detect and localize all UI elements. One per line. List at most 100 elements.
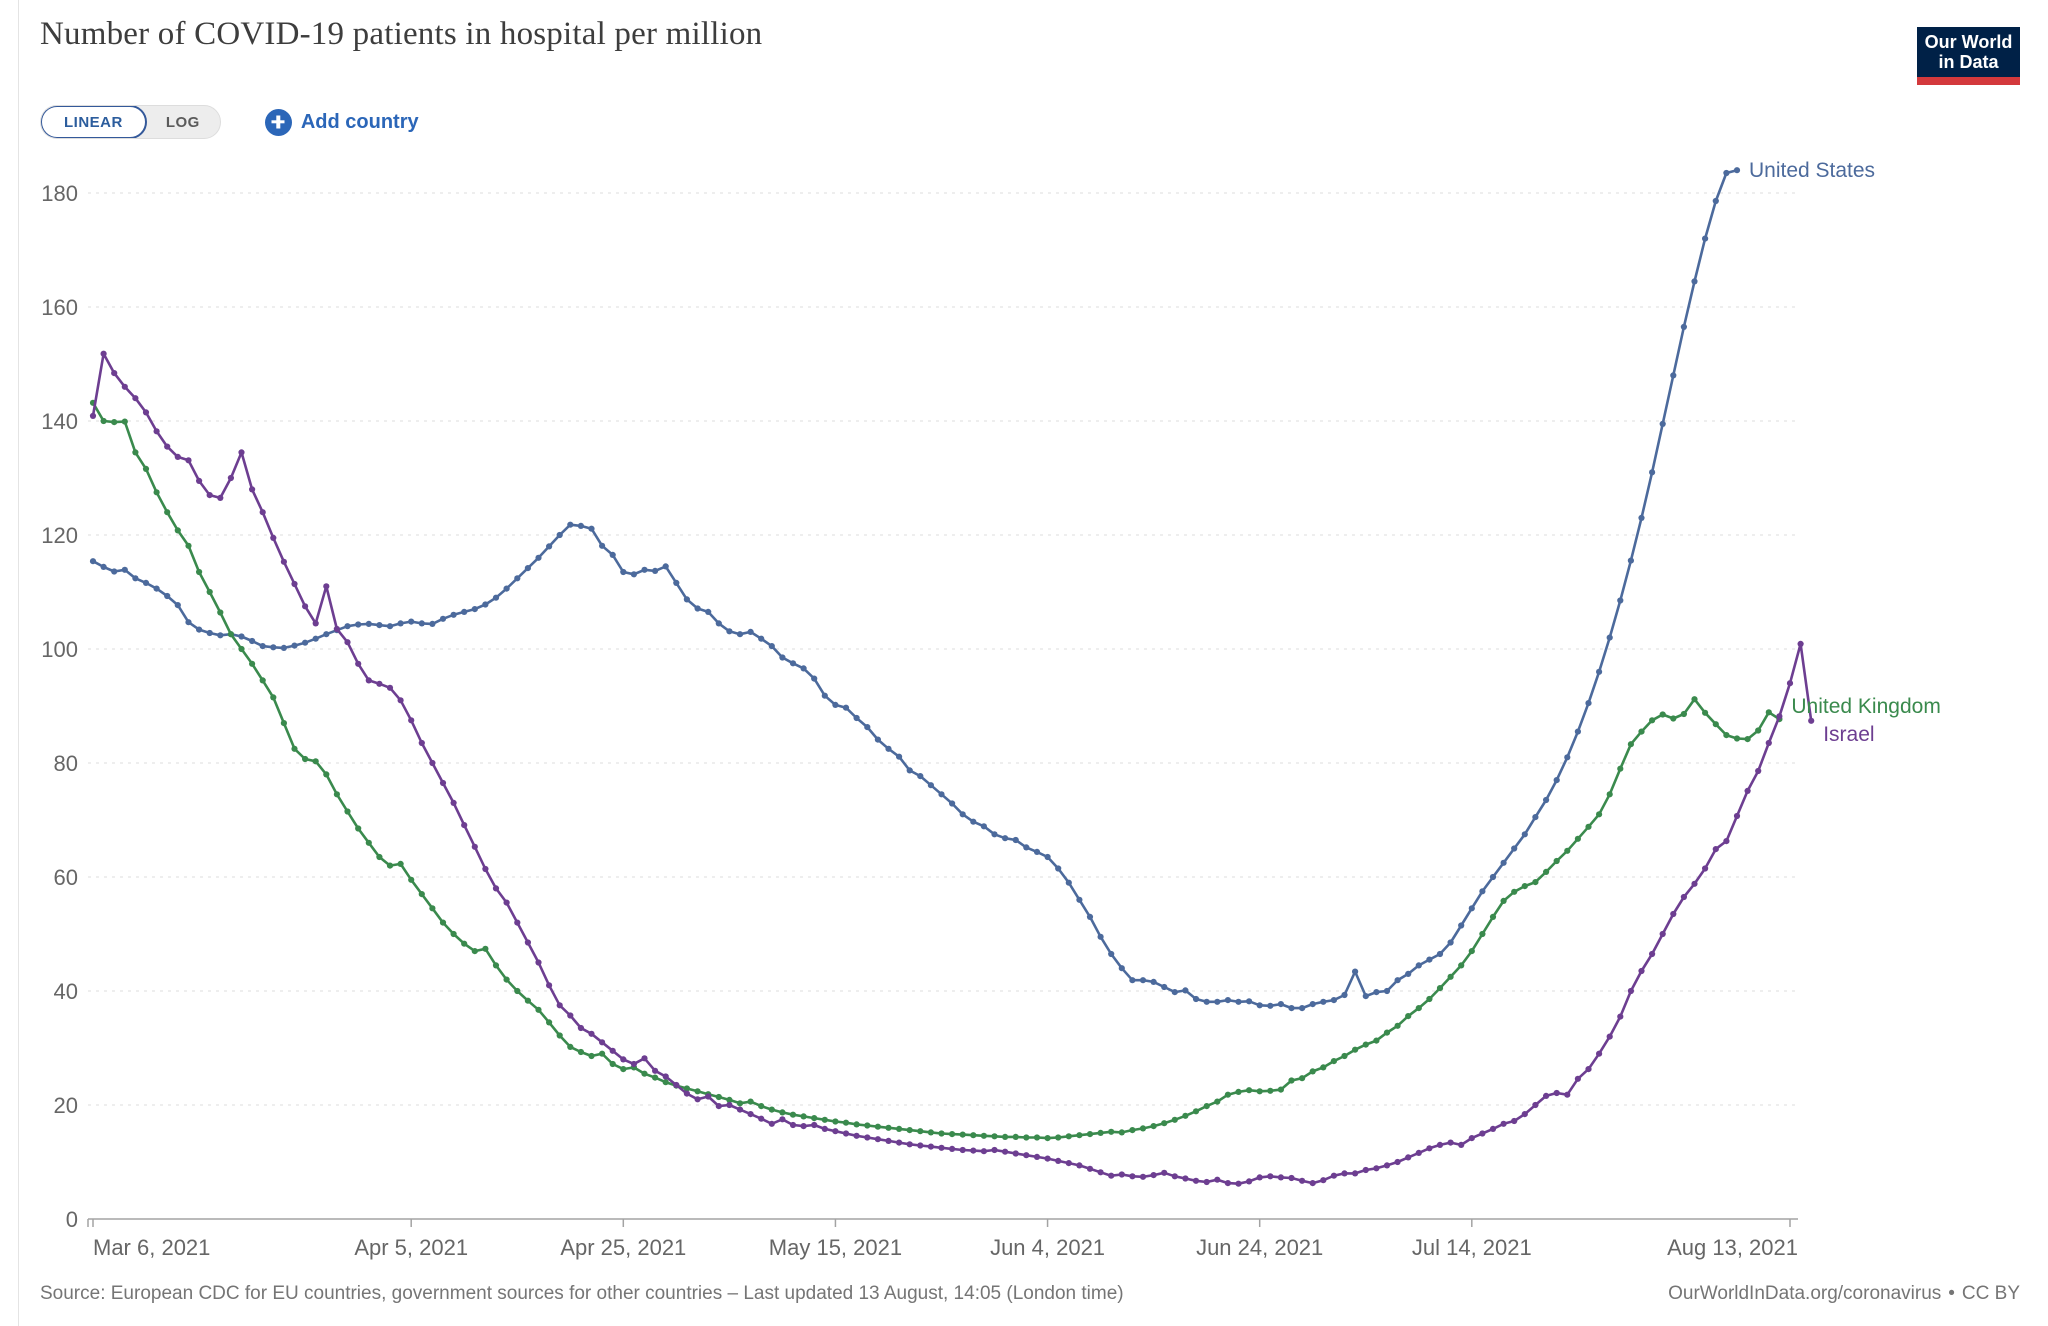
data-point: [1033, 848, 1041, 856]
linear-scale-button[interactable]: LINEAR: [40, 106, 147, 138]
data-point: [471, 606, 478, 613]
data-point: [1680, 893, 1687, 901]
data-point: [1076, 1162, 1083, 1169]
data-point: [1203, 1178, 1210, 1186]
data-point: [736, 1100, 744, 1107]
data-point: [524, 939, 532, 946]
data-point: [980, 823, 988, 830]
data-point: [482, 945, 489, 952]
data-point: [323, 583, 330, 590]
data-point: [1214, 998, 1221, 1005]
data-point: [1033, 1153, 1041, 1160]
data-point: [1436, 1141, 1444, 1148]
data-point: [164, 443, 171, 450]
data-point: [1415, 1149, 1422, 1156]
data-point: [1330, 997, 1337, 1004]
data-point: [1532, 814, 1539, 821]
data-point: [673, 1081, 680, 1089]
data-point: [1659, 420, 1666, 427]
data-point: [249, 660, 256, 667]
data-point: [970, 1147, 977, 1154]
data-point: [991, 1133, 998, 1140]
data-point: [217, 632, 224, 639]
series-label-israel[interactable]: Israel: [1823, 723, 1874, 746]
data-point: [153, 428, 160, 435]
data-point: [1649, 717, 1656, 724]
data-point: [1288, 1077, 1295, 1084]
data-point: [514, 919, 521, 926]
y-axis-tick-0: 0: [66, 1207, 78, 1232]
data-point: [1511, 888, 1518, 895]
data-point: [1341, 991, 1348, 999]
owid-link[interactable]: OurWorldInData.org/coronavirus: [1668, 1283, 1942, 1304]
data-point: [1086, 913, 1094, 921]
data-point: [1214, 1098, 1221, 1105]
license-link[interactable]: CC BY: [1961, 1283, 2020, 1304]
series-label-united-kingdom[interactable]: United Kingdom: [1791, 695, 1940, 718]
data-point: [1182, 1112, 1189, 1119]
data-point: [111, 419, 118, 426]
data-point: [1744, 787, 1751, 795]
data-point: [217, 609, 224, 616]
data-point: [567, 521, 574, 528]
data-point: [302, 603, 309, 610]
plus-circle-icon: [264, 108, 292, 136]
data-point: [397, 620, 404, 627]
x-axis-tick-label-5: Jun 24, 2021: [1196, 1235, 1323, 1260]
add-country-button[interactable]: Add country: [264, 108, 419, 136]
data-point: [588, 525, 595, 532]
footer-separator: •: [1948, 1283, 1955, 1304]
log-scale-button[interactable]: LOG: [165, 113, 200, 131]
data-point: [206, 588, 213, 596]
x-axis-tick-label-3: May 15, 2021: [769, 1235, 902, 1260]
data-point: [1171, 1173, 1178, 1180]
data-point: [1564, 847, 1571, 854]
data-point: [1150, 978, 1157, 986]
data-point: [185, 457, 192, 464]
data-point: [1161, 1120, 1168, 1127]
data-point: [1458, 922, 1465, 929]
series-line-united-kingdom[interactable]: [91, 401, 1781, 1140]
series-line-united-states[interactable]: [91, 168, 1739, 1010]
data-point: [789, 1111, 797, 1118]
data-point: [1426, 1145, 1433, 1152]
data-point: [1394, 1158, 1401, 1166]
source-note: Source: European CDC for EU countries, g…: [40, 1283, 1124, 1304]
data-point: [1500, 897, 1507, 905]
data-point: [1299, 1005, 1306, 1012]
data-point: [482, 865, 489, 873]
data-point: [1033, 1134, 1041, 1141]
data-point: [1002, 1148, 1009, 1155]
data-point: [927, 1129, 935, 1136]
data-point: [376, 853, 383, 861]
data-point: [1489, 1125, 1497, 1132]
data-point: [917, 1128, 924, 1135]
x-axis-tick-label-2: Apr 25, 2021: [560, 1235, 686, 1260]
data-point: [471, 948, 478, 955]
series-line-israel[interactable]: [91, 352, 1813, 1185]
data-point: [906, 1127, 913, 1134]
data-point: [1447, 973, 1454, 980]
data-point: [1585, 1066, 1592, 1073]
data-point: [1755, 727, 1762, 734]
data-point: [333, 791, 340, 798]
y-axis-tick-40: 40: [54, 979, 78, 1004]
data-point: [726, 628, 733, 635]
data-point: [1288, 1005, 1295, 1012]
data-point: [196, 568, 203, 576]
data-point: [397, 860, 404, 868]
data-point: [1362, 1166, 1369, 1174]
data-point: [439, 615, 447, 622]
owid-logo[interactable]: Our World in Data: [1917, 27, 2020, 85]
data-point: [864, 1122, 871, 1129]
data-point: [185, 619, 192, 626]
data-point: [1341, 1170, 1348, 1177]
data-point: [1203, 1103, 1210, 1110]
data-point: [747, 1098, 754, 1105]
data-point: [832, 1118, 839, 1125]
data-point: [249, 486, 256, 493]
data-point: [1108, 950, 1115, 958]
series-label-united-states[interactable]: United States: [1749, 159, 1875, 182]
data-point: [429, 620, 436, 628]
data-point: [355, 621, 362, 628]
